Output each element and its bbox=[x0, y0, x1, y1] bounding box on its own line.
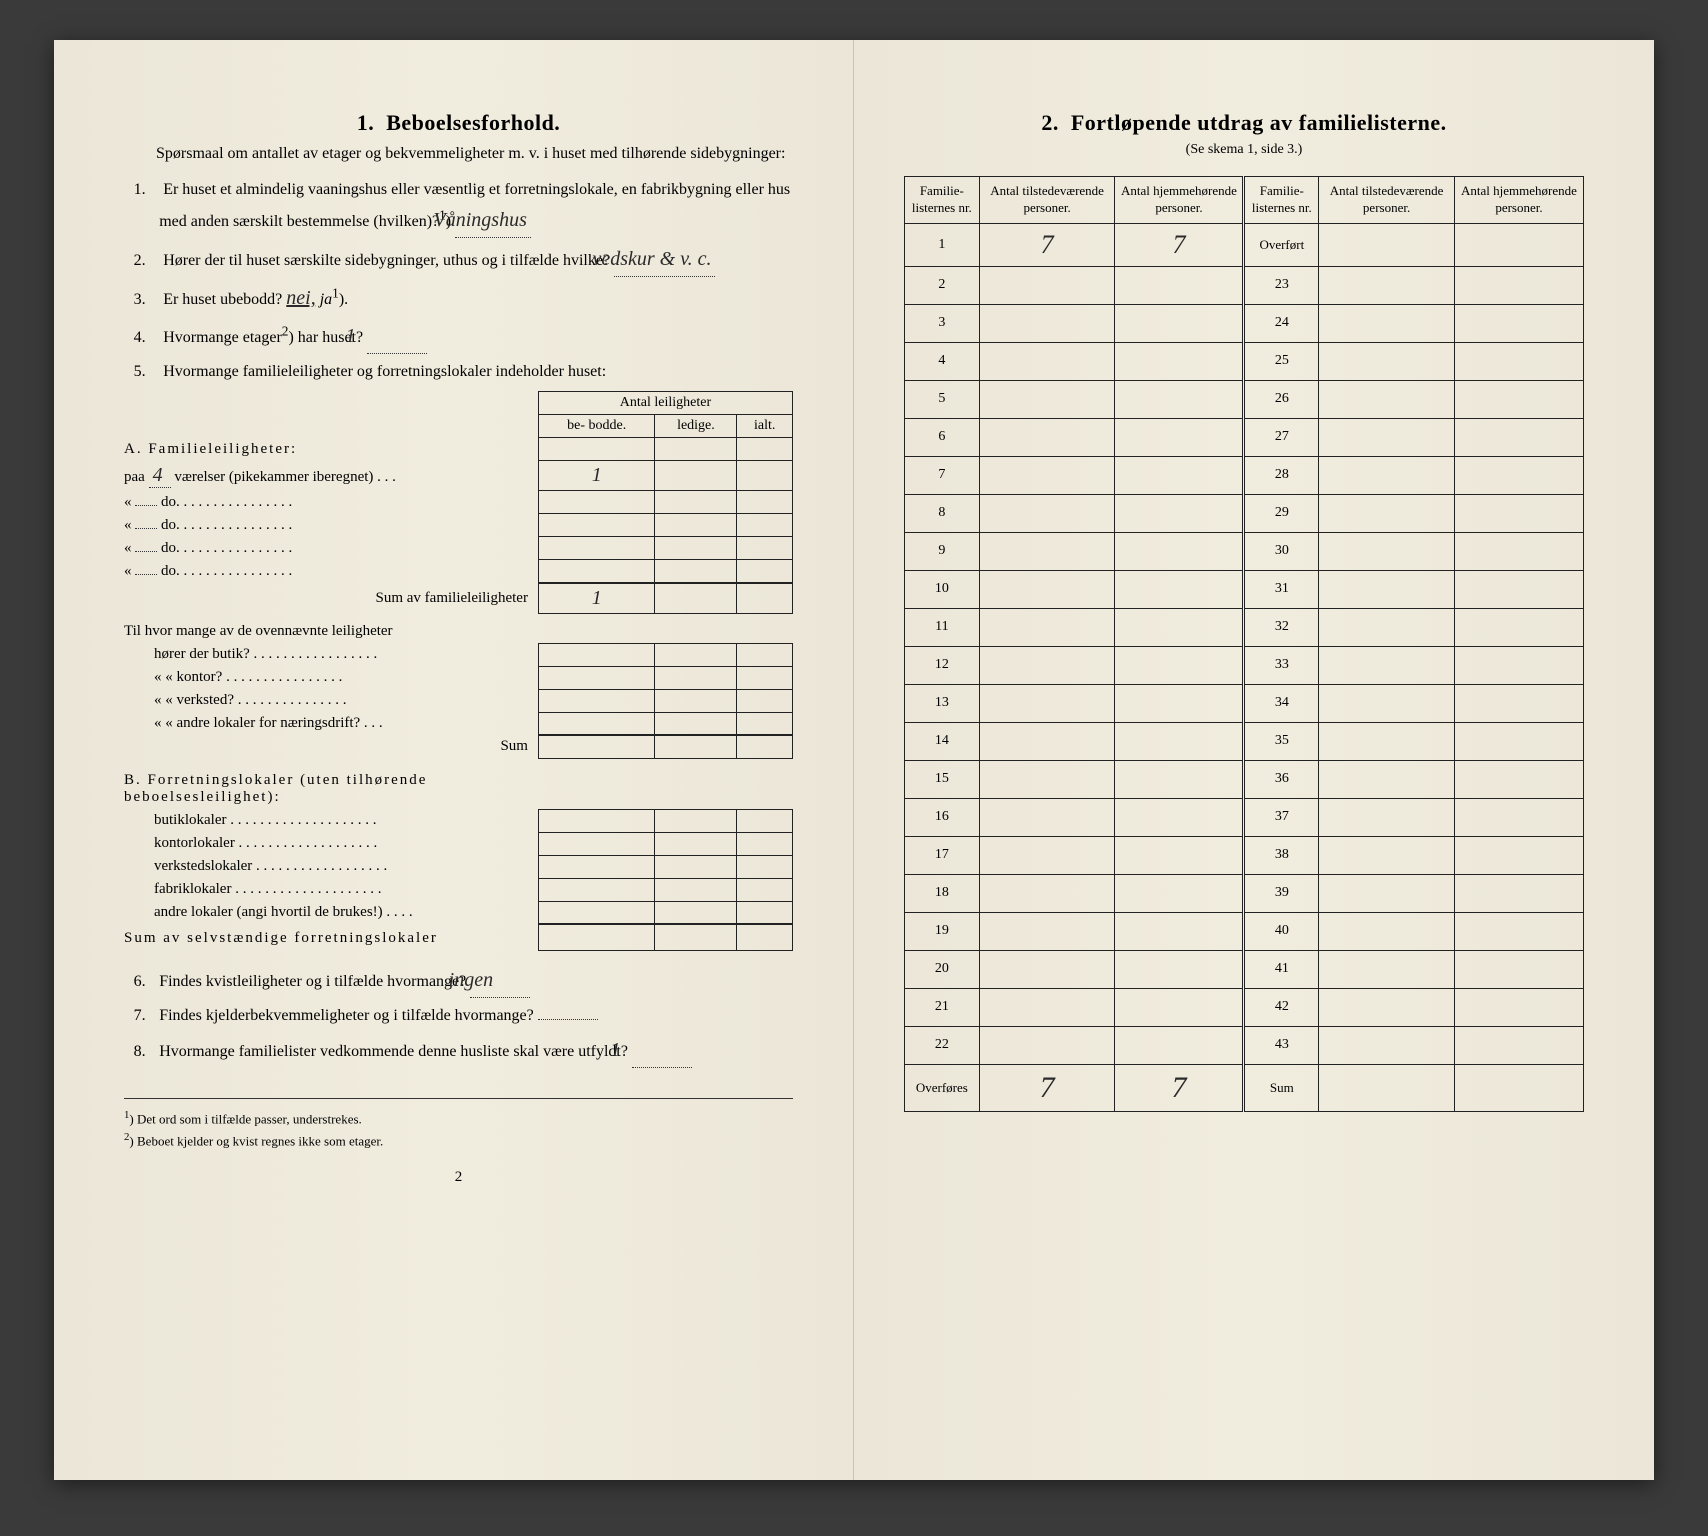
table-row: 2243 bbox=[905, 1026, 1584, 1064]
table-row: 425 bbox=[905, 342, 1584, 380]
table-row: 2041 bbox=[905, 950, 1584, 988]
table-row: 1940 bbox=[905, 912, 1584, 950]
q7: 7.Findes kjelderbekvemmeligheter og i ti… bbox=[159, 1002, 793, 1029]
q6: 6.Findes kvistleiligheter og i tilfælde … bbox=[159, 963, 793, 998]
table-row: 177Overført bbox=[905, 223, 1584, 266]
A-row: paa 4 værelser (pikekammer iberegnet) . … bbox=[124, 461, 793, 491]
q1: 1. Er huset et almindelig vaaningshus el… bbox=[159, 176, 793, 238]
right-section-num: 2. bbox=[1041, 110, 1059, 135]
A-row: « do. . . . . . . . . . . . . . . . bbox=[124, 537, 793, 560]
q8-answer: 1 bbox=[632, 1033, 692, 1068]
table-row: 1839 bbox=[905, 874, 1584, 912]
q6-answer: ingen bbox=[470, 963, 530, 998]
right-subtitle: (Se skema 1, side 3.) bbox=[904, 142, 1584, 158]
document-spread: 1. Beboelsesforhold. Spørsmaal om antall… bbox=[54, 40, 1654, 1480]
q4: 4. Hvormange etager2) har huset? 1 bbox=[159, 319, 793, 354]
left-section-num: 1. bbox=[357, 110, 375, 135]
col-bebodde: be- bodde. bbox=[538, 415, 654, 438]
A-title: A. Familieleiligheter: bbox=[124, 438, 538, 461]
table-row: 728 bbox=[905, 456, 1584, 494]
table-row: 930 bbox=[905, 532, 1584, 570]
B-sum-label: Sum av selvstændige forretningslokaler bbox=[124, 924, 538, 950]
left-title: 1. Beboelsesforhold. bbox=[124, 110, 793, 136]
table-row: 1334 bbox=[905, 684, 1584, 722]
table-footer-row: Overføres77Sum bbox=[905, 1064, 1584, 1111]
q4-answer: 1 bbox=[367, 319, 427, 354]
A-row: « do. . . . . . . . . . . . . . . . bbox=[124, 514, 793, 537]
q2-answer: vedskur & v. c. bbox=[614, 242, 715, 277]
question-list-2: 6.Findes kvistleiligheter og i tilfælde … bbox=[124, 963, 793, 1068]
page-right: 2. Fortløpende utdrag av familielisterne… bbox=[854, 40, 1654, 1480]
table-row: 2142 bbox=[905, 988, 1584, 1026]
q8: 8.Hvormange familielister vedkommende de… bbox=[159, 1033, 793, 1068]
table-row: 223 bbox=[905, 266, 1584, 304]
right-section-title: Fortløpende utdrag av familielisterne. bbox=[1071, 110, 1447, 135]
table-row: 1132 bbox=[905, 608, 1584, 646]
right-title: 2. Fortløpende utdrag av familielisterne… bbox=[904, 110, 1584, 136]
A-row: « do. . . . . . . . . . . . . . . . bbox=[124, 560, 793, 583]
A-row: « do. . . . . . . . . . . . . . . . bbox=[124, 491, 793, 514]
q5: 5. Hvormange familieleiligheter og forre… bbox=[159, 358, 793, 385]
table-row: 829 bbox=[905, 494, 1584, 532]
A-sum: 1 bbox=[538, 583, 654, 614]
col-ialt: ialt. bbox=[737, 415, 793, 438]
table-row: 1031 bbox=[905, 570, 1584, 608]
left-pagenum: 2 bbox=[124, 1169, 793, 1186]
left-section-title: Beboelsesforhold. bbox=[386, 110, 560, 135]
table-row: 1536 bbox=[905, 760, 1584, 798]
question-list: 1. Er huset et almindelig vaaningshus el… bbox=[124, 176, 793, 385]
family-table: Familie- listernes nr. Antal tilstedevær… bbox=[904, 176, 1584, 1112]
table-row: 1233 bbox=[905, 646, 1584, 684]
footnotes: 1) Det ord som i tilfælde passer, unders… bbox=[124, 1098, 793, 1151]
q3-nei: nei, bbox=[286, 287, 315, 309]
col-ledige: ledige. bbox=[655, 415, 737, 438]
q2: 2. Hører der til huset særskilte sidebyg… bbox=[159, 242, 793, 277]
A-sum-label: Sum av familieleiligheter bbox=[124, 583, 538, 614]
q3: 3. Er huset ubebodd? nei, ja1). bbox=[159, 281, 793, 315]
q1-answer: Våningshus bbox=[455, 203, 531, 238]
leilighet-table: Antal leiligheter be- bodde. ledige. ial… bbox=[124, 391, 793, 951]
table-row: 627 bbox=[905, 418, 1584, 456]
table-row: 1738 bbox=[905, 836, 1584, 874]
table-row: 1637 bbox=[905, 798, 1584, 836]
B-title: B. Forretningslokaler (uten tilhørende b… bbox=[124, 758, 538, 809]
table-row: 324 bbox=[905, 304, 1584, 342]
table-row: 526 bbox=[905, 380, 1584, 418]
table-row: 1435 bbox=[905, 722, 1584, 760]
left-intro: Spørsmaal om antallet av etager og bekve… bbox=[124, 142, 793, 166]
page-left: 1. Beboelsesforhold. Spørsmaal om antall… bbox=[54, 40, 854, 1480]
